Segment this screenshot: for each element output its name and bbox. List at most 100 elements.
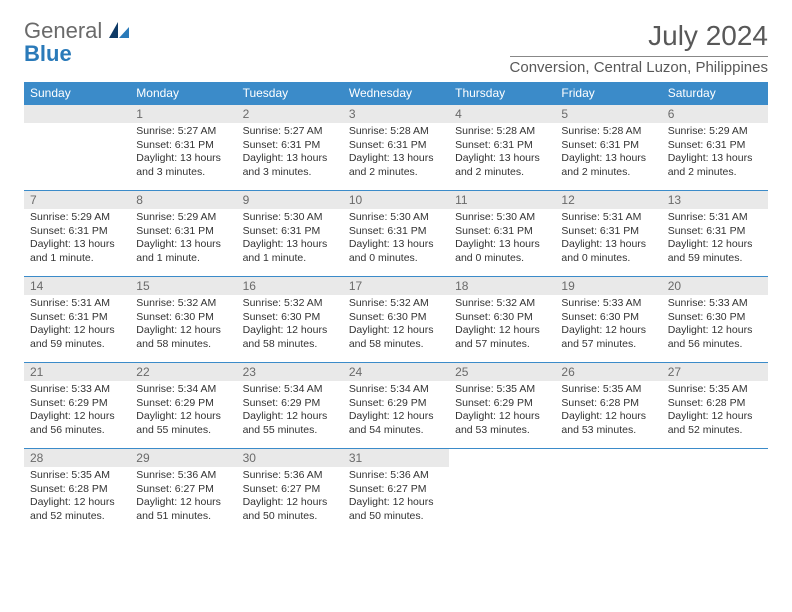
daylight-line: Daylight: 13 hours and 3 minutes. <box>136 152 230 179</box>
day-details: Sunrise: 5:35 AMSunset: 6:28 PMDaylight:… <box>555 381 661 442</box>
day-number: 27 <box>662 363 768 381</box>
sunset-line: Sunset: 6:29 PM <box>455 397 549 411</box>
day-number: 2 <box>237 105 343 123</box>
sunset-line: Sunset: 6:29 PM <box>349 397 443 411</box>
day-number: 12 <box>555 191 661 209</box>
daylight-line: Daylight: 13 hours and 2 minutes. <box>455 152 549 179</box>
calendar-week-row: 21Sunrise: 5:33 AMSunset: 6:29 PMDayligh… <box>24 363 768 449</box>
sunrise-line: Sunrise: 5:34 AM <box>349 383 443 397</box>
sunrise-line: Sunrise: 5:33 AM <box>30 383 124 397</box>
day-number: 11 <box>449 191 555 209</box>
sunset-line: Sunset: 6:27 PM <box>136 483 230 497</box>
sunset-line: Sunset: 6:31 PM <box>349 139 443 153</box>
calendar-cell: 5Sunrise: 5:28 AMSunset: 6:31 PMDaylight… <box>555 105 661 191</box>
calendar-cell: 21 Sunrise: 5:33 AMSunset: 6:29 PMDayligh… <box>24 363 130 449</box>
calendar-cell: 9Sunrise: 5:30 AMSunset: 6:31 PMDaylight… <box>237 191 343 277</box>
day-number: 21 <box>24 363 130 381</box>
daylight-line: Daylight: 12 hours and 56 minutes. <box>668 324 762 351</box>
daylight-line: Daylight: 13 hours and 1 minute. <box>136 238 230 265</box>
sunrise-line: Sunrise: 5:31 AM <box>668 211 762 225</box>
day-details: Sunrise: 5:29 AMSunset: 6:31 PMDaylight:… <box>662 123 768 184</box>
sunrise-line: Sunrise: 5:30 AM <box>455 211 549 225</box>
sunset-line: Sunset: 6:31 PM <box>30 225 124 239</box>
calendar-cell: 22Sunrise: 5:34 AMSunset: 6:29 PMDayligh… <box>130 363 236 449</box>
calendar-cell: 13Sunrise: 5:31 AMSunset: 6:31 PMDayligh… <box>662 191 768 277</box>
daylight-line: Daylight: 13 hours and 0 minutes. <box>561 238 655 265</box>
day-details: Sunrise: 5:31 AMSunset: 6:31 PMDaylight:… <box>555 209 661 270</box>
sunset-line: Sunset: 6:27 PM <box>349 483 443 497</box>
day-number: 7 <box>24 191 130 209</box>
calendar-cell: 15Sunrise: 5:32 AMSunset: 6:30 PMDayligh… <box>130 277 236 363</box>
sunrise-line: Sunrise: 5:31 AM <box>30 297 124 311</box>
logo-line2: Blue <box>24 41 72 66</box>
daylight-line: Daylight: 12 hours and 56 minutes. <box>30 410 124 437</box>
sunset-line: Sunset: 6:28 PM <box>668 397 762 411</box>
sunset-line: Sunset: 6:30 PM <box>243 311 337 325</box>
sunrise-line: Sunrise: 5:36 AM <box>243 469 337 483</box>
day-details: Sunrise: 5:31 AMSunset: 6:31 PMDaylight:… <box>662 209 768 270</box>
calendar-cell: 11Sunrise: 5:30 AMSunset: 6:31 PMDayligh… <box>449 191 555 277</box>
sunrise-line: Sunrise: 5:35 AM <box>668 383 762 397</box>
calendar-cell <box>449 449 555 535</box>
calendar-cell: 2Sunrise: 5:27 AMSunset: 6:31 PMDaylight… <box>237 105 343 191</box>
calendar-cell: 28Sunrise: 5:35 AMSunset: 6:28 PMDayligh… <box>24 449 130 535</box>
day-number: 29 <box>130 449 236 467</box>
sunset-line: Sunset: 6:28 PM <box>561 397 655 411</box>
calendar-cell: 8Sunrise: 5:29 AMSunset: 6:31 PMDaylight… <box>130 191 236 277</box>
sunset-line: Sunset: 6:29 PM <box>30 397 124 411</box>
calendar-cell: 19Sunrise: 5:33 AMSunset: 6:30 PMDayligh… <box>555 277 661 363</box>
day-number: 23 <box>237 363 343 381</box>
day-details: Sunrise: 5:35 AMSunset: 6:28 PMDaylight:… <box>662 381 768 442</box>
sunrise-line: Sunrise: 5:35 AM <box>455 383 549 397</box>
sunrise-line: Sunrise: 5:34 AM <box>243 383 337 397</box>
daylight-line: Daylight: 12 hours and 50 minutes. <box>243 496 337 523</box>
sunset-line: Sunset: 6:31 PM <box>243 139 337 153</box>
daylight-line: Daylight: 12 hours and 55 minutes. <box>243 410 337 437</box>
daylight-line: Daylight: 12 hours and 59 minutes. <box>30 324 124 351</box>
sunrise-line: Sunrise: 5:32 AM <box>349 297 443 311</box>
calendar-cell: 25Sunrise: 5:35 AMSunset: 6:29 PMDayligh… <box>449 363 555 449</box>
sunrise-line: Sunrise: 5:32 AM <box>243 297 337 311</box>
daylight-line: Daylight: 13 hours and 0 minutes. <box>349 238 443 265</box>
day-number: 10 <box>343 191 449 209</box>
sail-icon <box>109 22 129 43</box>
sunrise-line: Sunrise: 5:27 AM <box>243 125 337 139</box>
daylight-line: Daylight: 13 hours and 2 minutes. <box>561 152 655 179</box>
logo-text-block: General Blue <box>24 20 129 66</box>
logo-line1: General <box>24 18 102 43</box>
calendar-cell: 17Sunrise: 5:32 AMSunset: 6:30 PMDayligh… <box>343 277 449 363</box>
sunrise-line: Sunrise: 5:34 AM <box>136 383 230 397</box>
sunrise-line: Sunrise: 5:33 AM <box>561 297 655 311</box>
daylight-line: Daylight: 12 hours and 52 minutes. <box>30 496 124 523</box>
daylight-line: Daylight: 12 hours and 54 minutes. <box>349 410 443 437</box>
sunrise-line: Sunrise: 5:35 AM <box>561 383 655 397</box>
sunrise-line: Sunrise: 5:31 AM <box>561 211 655 225</box>
day-number: 18 <box>449 277 555 295</box>
day-details: Sunrise: 5:30 AMSunset: 6:31 PMDaylight:… <box>237 209 343 270</box>
day-details: Sunrise: 5:32 AMSunset: 6:30 PMDaylight:… <box>237 295 343 356</box>
calendar-cell: 14Sunrise: 5:31 AMSunset: 6:31 PMDayligh… <box>24 277 130 363</box>
daylight-line: Daylight: 12 hours and 59 minutes. <box>668 238 762 265</box>
day-number: 20 <box>662 277 768 295</box>
daylight-line: Daylight: 12 hours and 53 minutes. <box>455 410 549 437</box>
weekday-header: Thursday <box>449 82 555 105</box>
daylight-line: Daylight: 12 hours and 57 minutes. <box>561 324 655 351</box>
daylight-line: Daylight: 12 hours and 50 minutes. <box>349 496 443 523</box>
sunrise-line: Sunrise: 5:35 AM <box>30 469 124 483</box>
sunrise-line: Sunrise: 5:28 AM <box>349 125 443 139</box>
day-details: Sunrise: 5:27 AMSunset: 6:31 PMDaylight:… <box>130 123 236 184</box>
day-details: Sunrise: 5:35 AMSunset: 6:29 PMDaylight:… <box>449 381 555 442</box>
day-details: Sunrise: 5:35 AMSunset: 6:28 PMDaylight:… <box>24 467 130 528</box>
sunset-line: Sunset: 6:31 PM <box>455 225 549 239</box>
day-number: 25 <box>449 363 555 381</box>
title-rule <box>510 56 768 57</box>
day-details: Sunrise: 5:32 AMSunset: 6:30 PMDaylight:… <box>343 295 449 356</box>
daylight-line: Daylight: 12 hours and 58 minutes. <box>349 324 443 351</box>
day-number: 5 <box>555 105 661 123</box>
sunset-line: Sunset: 6:30 PM <box>136 311 230 325</box>
sunset-line: Sunset: 6:31 PM <box>455 139 549 153</box>
daylight-line: Daylight: 12 hours and 58 minutes. <box>136 324 230 351</box>
daylight-line: Daylight: 13 hours and 2 minutes. <box>349 152 443 179</box>
sunrise-line: Sunrise: 5:33 AM <box>668 297 762 311</box>
day-number: 28 <box>24 449 130 467</box>
